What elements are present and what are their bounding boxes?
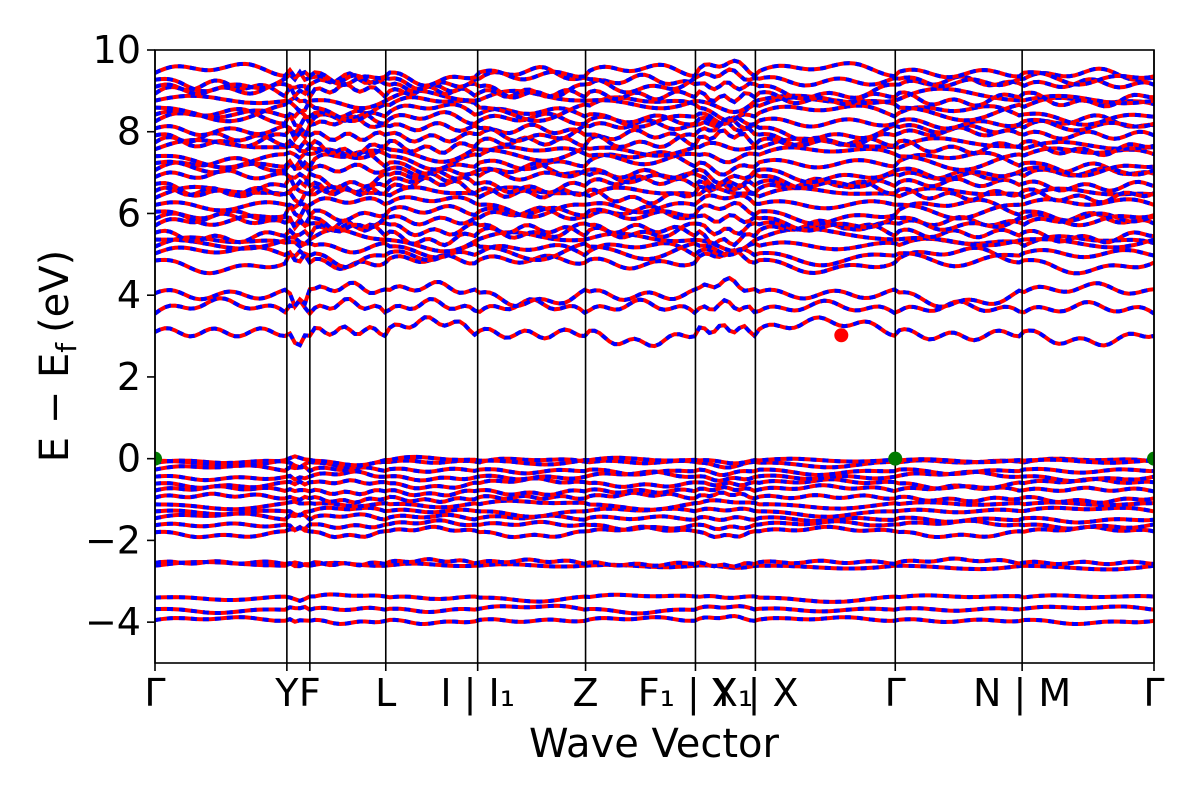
band-line (155, 296, 1154, 317)
band-line (155, 161, 1154, 192)
band-line (155, 127, 1154, 158)
band-line (155, 78, 1154, 109)
y-tick-label: 2 (117, 355, 141, 399)
band-line (155, 511, 1154, 525)
band-line (155, 218, 1154, 248)
band-line (155, 315, 1154, 349)
vbm-marker (1147, 451, 1154, 466)
x-tick-label: F₁ | X₁ (638, 671, 753, 716)
band-line (155, 476, 1154, 491)
band-edge-markers (155, 328, 1154, 466)
x-tick-label: L (375, 671, 396, 715)
y-tick-label: 10 (93, 28, 141, 72)
x-axis-label: Wave Vector (529, 721, 780, 767)
y-tick-label: 4 (117, 273, 141, 317)
band-line (155, 204, 1154, 234)
band-line (155, 102, 1154, 129)
band-line (155, 556, 1154, 569)
band-line (155, 226, 1154, 254)
band-line (155, 592, 1154, 604)
band-lines (155, 58, 1154, 627)
y-tick-label: −2 (85, 518, 141, 562)
band-line (155, 86, 1154, 115)
vbm-marker (155, 451, 162, 466)
x-tick-label: F (299, 671, 321, 715)
band-line (155, 171, 1154, 199)
band-line (155, 144, 1154, 172)
y-tick-label: 8 (117, 110, 141, 154)
band-line (155, 275, 1154, 311)
band-line (155, 58, 1154, 88)
x-tick-label: Γ (1143, 671, 1164, 715)
band-line (155, 234, 1154, 263)
band-line (155, 113, 1154, 143)
high-symmetry-lines (154, 50, 1155, 663)
band-line (155, 613, 1154, 627)
cbm-marker (834, 328, 849, 343)
band-line (155, 155, 1154, 186)
x-tick-label: Γ (144, 671, 165, 715)
y-tick-label: −4 (85, 600, 141, 644)
band-line (155, 175, 1154, 207)
y-tick-label: 6 (117, 191, 141, 235)
band-line (155, 518, 1154, 533)
band-line (155, 95, 1154, 124)
band-line (155, 106, 1154, 133)
band-line (155, 119, 1154, 150)
band-line (155, 463, 1154, 478)
x-tick-label: Y (274, 671, 299, 715)
y-axis-label-unit: (eV) (32, 250, 78, 333)
band-line (155, 498, 1154, 512)
band-line (155, 603, 1154, 616)
plot-frame (154, 49, 1155, 664)
x-tick-label: Z (573, 671, 599, 715)
x-tick-label: Γ (885, 671, 906, 715)
vbm-marker (888, 451, 903, 466)
band-line (155, 245, 1154, 276)
band-line (155, 454, 1154, 468)
band-line (155, 197, 1154, 228)
band-line (155, 149, 1154, 178)
band-line (155, 64, 1154, 95)
y-axis-label-main: E − E (32, 353, 78, 463)
y-axis-label-subscript: f (50, 342, 83, 353)
x-tick-label: I | I₁ (440, 671, 515, 716)
y-tick-label: 0 (117, 437, 141, 481)
band-line (155, 211, 1154, 240)
band-line (155, 241, 1154, 270)
y-axis-ticks: 10 8 6 4 2 0 −2 −4 (85, 28, 155, 644)
x-tick-label: Y | X (711, 671, 798, 716)
y-axis-label: E − Ef (eV) (32, 250, 83, 463)
band-line (155, 490, 1154, 505)
band-line (155, 193, 1154, 221)
x-tick-label: N | M (973, 671, 1071, 716)
band-line (155, 315, 1154, 349)
band-line (155, 71, 1154, 101)
band-line (155, 136, 1154, 164)
